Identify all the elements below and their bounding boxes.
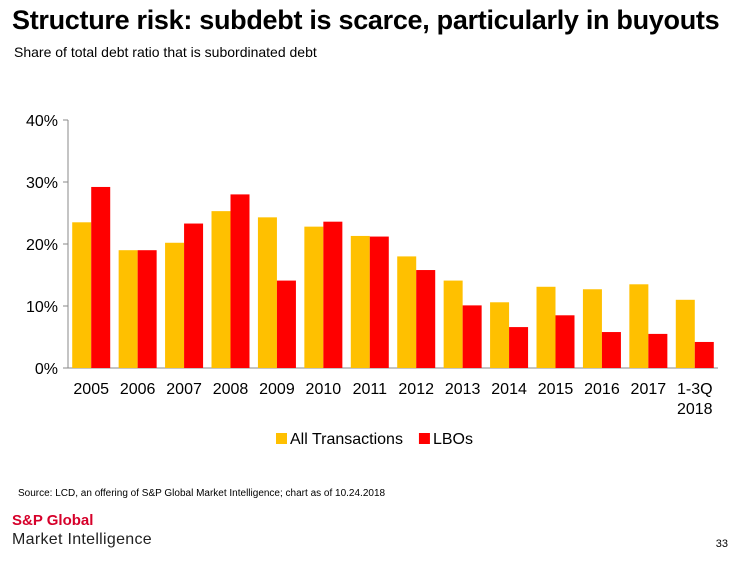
bar-all-transactions — [118, 250, 138, 368]
y-tick-label: 20% — [26, 237, 58, 254]
bar-chart: 0% 10% 20% 30% 40% 2005 2006 2007 2008 2009 2010 20… — [26, 113, 718, 448]
bar-lbos — [509, 327, 529, 368]
bar-lbos — [184, 223, 204, 368]
x-tick-label: 2009 — [259, 381, 295, 398]
x-tick-label: 2013 — [445, 381, 481, 398]
logo-sp-global: S&P Global — [12, 512, 94, 529]
x-tick-label: 2015 — [538, 381, 574, 398]
y-tick-label: 10% — [26, 299, 58, 316]
x-tick-label: 2005 — [73, 381, 109, 398]
x-tick-label: 2011 — [353, 381, 388, 398]
bar-all-transactions — [397, 256, 417, 368]
bar-lbos — [416, 270, 436, 368]
bar-lbos — [601, 332, 621, 368]
bar-lbos — [91, 186, 111, 368]
x-tick-label: 2014 — [491, 381, 527, 398]
chart-title: Structure risk: subdebt is scarce, parti… — [12, 5, 720, 35]
bar-lbos — [462, 305, 482, 368]
x-tick-label: 2017 — [631, 381, 667, 398]
legend-swatch-lbos — [418, 433, 430, 444]
legend-label-all-transactions: All Transactions — [290, 431, 403, 448]
legend-label-lbos: LBOs — [433, 431, 473, 448]
x-tick-label: 2006 — [120, 381, 156, 398]
x-tick-label-line: 2009 — [259, 381, 295, 398]
bar-lbos — [694, 341, 714, 368]
bar-lbos — [230, 194, 250, 368]
x-tick-label-line: 2017 — [631, 381, 667, 398]
x-tick-label-line: 2007 — [166, 381, 202, 398]
bar-all-transactions — [490, 302, 510, 368]
bar-all-transactions — [536, 286, 556, 368]
bar-all-transactions — [304, 226, 324, 368]
bar-all-transactions — [211, 211, 231, 368]
logo-market-intelligence: Market Intelligence — [12, 531, 152, 548]
bar-all-transactions — [72, 222, 92, 368]
x-tick-label-line: 2005 — [73, 381, 109, 398]
bar-all-transactions — [443, 280, 463, 368]
x-tick-label-line: 2008 — [213, 381, 249, 398]
x-tick-label: 2008 — [213, 381, 249, 398]
x-tick-label: 2007 — [166, 381, 202, 398]
chart-subtitle: Share of total debt ratio that is subord… — [14, 44, 317, 60]
bar-all-transactions — [165, 242, 185, 368]
legend-swatch-all-transactions — [276, 433, 287, 444]
x-tick-label-line: 2016 — [584, 381, 620, 398]
source-note: Source: LCD, an offering of S&P Global M… — [18, 488, 386, 499]
x-tick-label-line: 2010 — [306, 381, 342, 398]
bar-lbos — [369, 236, 389, 368]
x-tick-label-line: 2011 — [353, 381, 388, 398]
x-tick-label-line: 2018 — [677, 401, 713, 418]
bar-all-transactions — [257, 217, 277, 368]
x-tick-label-line: 2012 — [398, 381, 434, 398]
bar-lbos — [555, 315, 575, 368]
bar-lbos — [648, 333, 668, 368]
bar-lbos — [137, 250, 157, 368]
x-tick-label: 2012 — [398, 381, 434, 398]
x-tick-label: 2010 — [306, 381, 342, 398]
y-tick-label: 0% — [35, 361, 58, 378]
bar-lbos — [323, 221, 343, 368]
x-tick-label-line: 2013 — [445, 381, 481, 398]
x-tick-label-line: 2015 — [538, 381, 574, 398]
x-tick-label-line: 2006 — [120, 381, 156, 398]
bar-all-transactions — [350, 235, 370, 368]
page-number: 33 — [715, 538, 728, 550]
x-tick-label-line: 1-3Q — [677, 381, 713, 398]
x-tick-label: 1-3Q 2018 — [677, 381, 713, 418]
bar-all-transactions — [582, 289, 602, 368]
y-tick-label: 30% — [26, 175, 58, 192]
x-tick-label: 2016 — [584, 381, 620, 398]
bar-all-transactions — [675, 299, 695, 368]
y-tick-label: 40% — [26, 113, 58, 130]
bar-lbos — [276, 280, 296, 368]
x-tick-label-line: 2014 — [491, 381, 527, 398]
bar-all-transactions — [629, 284, 649, 368]
